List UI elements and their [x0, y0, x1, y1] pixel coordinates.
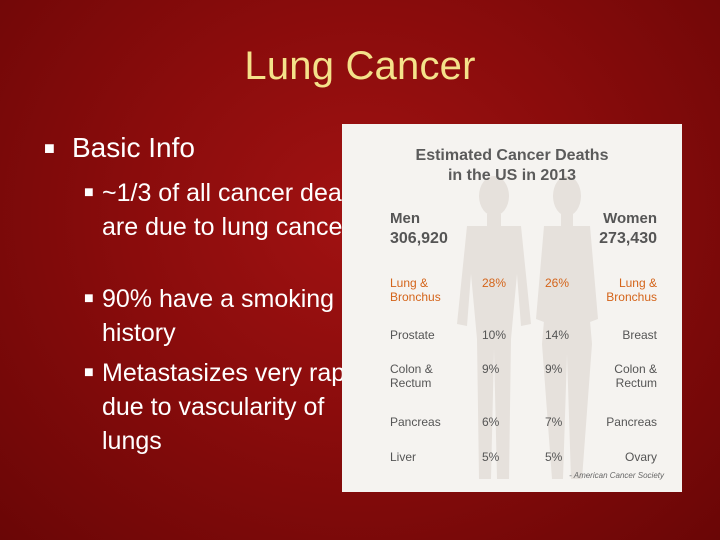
- women-cancer-type: Colon & Rectum: [614, 362, 657, 390]
- men-cancer-type: Pancreas: [390, 415, 441, 429]
- male-body-icon: [457, 176, 531, 479]
- slide-title: Lung Cancer: [244, 44, 476, 88]
- men-cancer-type: Prostate: [390, 328, 435, 342]
- women-percent: 7%: [545, 415, 563, 429]
- subbullet-text: 90% have a smoking history: [102, 285, 335, 347]
- women-cancer-type: Pancreas: [606, 415, 657, 429]
- women-percent: 9%: [545, 362, 563, 376]
- cancer-deaths-infographic: Estimated Cancer Deaths in the US in 201…: [342, 124, 682, 492]
- men-total: 306,920: [390, 230, 448, 247]
- men-label: Men: [390, 210, 420, 227]
- female-body-icon: [536, 176, 598, 479]
- men-cancer-type: Colon & Rectum: [390, 362, 433, 390]
- women-cancer-type: Ovary: [624, 450, 657, 464]
- infographic-title: Estimated Cancer Deaths in the US in 201…: [415, 147, 609, 184]
- men-percent: 6%: [482, 415, 500, 429]
- subbullet-square-icon: ■: [84, 290, 94, 307]
- women-total: 273,430: [599, 230, 657, 247]
- women-label: Women: [603, 210, 657, 227]
- men-cancer-type: Liver: [390, 450, 417, 464]
- men-percent: 28%: [482, 276, 507, 290]
- women-percent: 5%: [545, 450, 563, 464]
- women-percent: 14%: [545, 328, 570, 342]
- men-percent: 9%: [482, 362, 500, 376]
- men-cancer-type: Lung & Bronchus: [390, 276, 441, 304]
- women-percent: 26%: [545, 276, 570, 290]
- subbullet-square-icon: ■: [84, 364, 94, 381]
- men-percent: 10%: [482, 328, 507, 342]
- subbullet-text: Metastasizes very rapidly due to vascula…: [102, 359, 383, 455]
- women-cancer-type: Lung & Bronchus: [606, 276, 657, 304]
- men-percent: 5%: [482, 450, 500, 464]
- bullet-text: Basic Info: [72, 132, 195, 163]
- subbullet-square-icon: ■: [84, 184, 94, 201]
- bullet-square-icon: ■: [44, 138, 55, 158]
- source-credit: - American Cancer Society: [569, 471, 664, 480]
- subbullet-text: ~1/3 of all cancer deaths are due to lun…: [102, 179, 376, 241]
- women-cancer-type: Breast: [622, 328, 657, 342]
